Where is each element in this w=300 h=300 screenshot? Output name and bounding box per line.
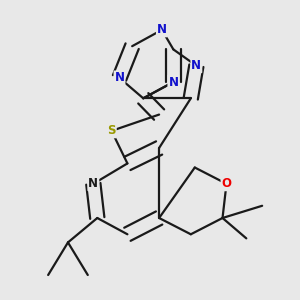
Text: N: N [191,59,201,72]
Text: N: N [157,23,167,36]
Text: N: N [168,76,178,88]
Text: N: N [115,71,124,84]
Text: S: S [107,124,116,137]
Text: O: O [221,177,232,190]
Text: N: N [88,177,98,190]
